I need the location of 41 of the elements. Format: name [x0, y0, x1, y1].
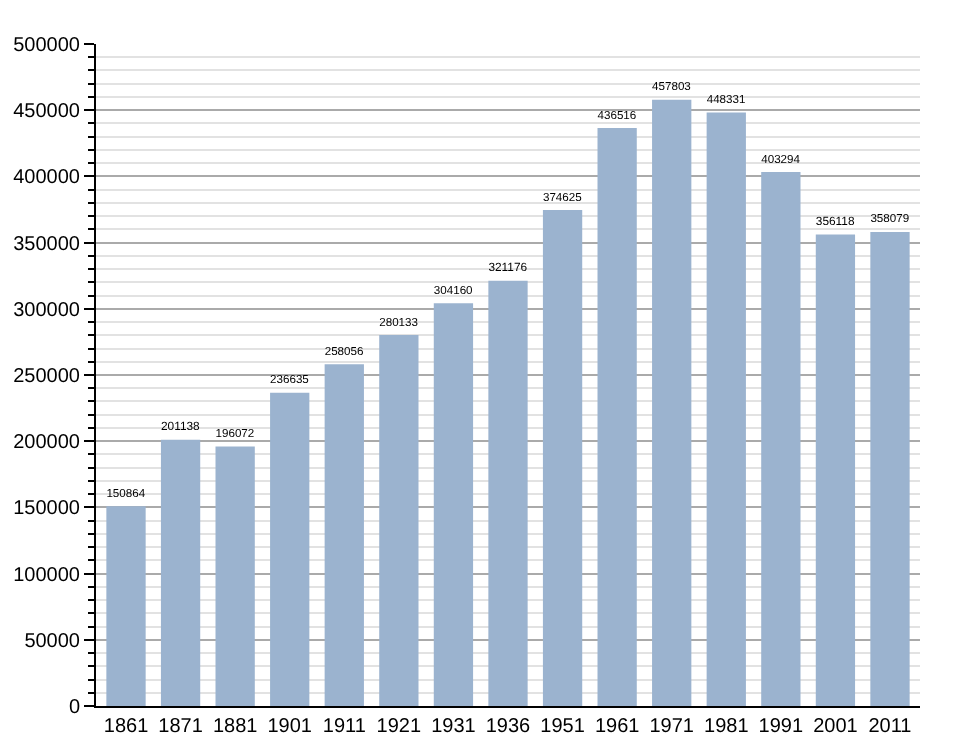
- y-tick-label: 400000: [13, 167, 81, 190]
- bar: [597, 128, 637, 706]
- bar: [542, 210, 583, 706]
- x-tick-label: 1931: [431, 716, 477, 738]
- x-tick-label: 1871: [158, 716, 204, 738]
- y-tick-label: 250000: [13, 366, 81, 388]
- x-tick-label: 1881: [212, 716, 259, 738]
- x-tick-label: 1861: [103, 716, 150, 738]
- x-tick-label: 1971: [649, 716, 695, 738]
- bar: [160, 439, 201, 706]
- y-tick-label: 0: [68, 697, 81, 719]
- x-tick-label: 1921: [376, 716, 422, 738]
- x-tick-label: 1991: [758, 716, 804, 738]
- x-tick-label: 1901: [267, 716, 313, 738]
- bar: [706, 112, 746, 706]
- x-tick-label: 2001: [813, 716, 859, 738]
- y-tick-label: 100000: [13, 564, 81, 587]
- bar: [379, 335, 419, 706]
- y-tick-label: 350000: [13, 233, 81, 256]
- y-tick-label: 150000: [13, 498, 81, 521]
- bar: [215, 446, 255, 706]
- bar: [270, 392, 310, 706]
- bar: [652, 99, 692, 706]
- x-tick-label: 1961: [594, 716, 641, 738]
- bar: [433, 303, 474, 706]
- y-tick-label: 50000: [24, 630, 81, 653]
- x-tick-label: 2011: [868, 716, 913, 738]
- y-tick-label: 500000: [13, 35, 81, 57]
- bar: [106, 506, 146, 706]
- bar: [870, 231, 910, 706]
- x-tick-label: 1936: [485, 716, 532, 738]
- bar: [324, 364, 364, 706]
- bar: [488, 280, 528, 706]
- x-tick-label: 1911: [322, 716, 367, 738]
- bar: [761, 172, 801, 706]
- x-tick-label: 1981: [704, 716, 750, 738]
- y-tick-label: 200000: [13, 432, 81, 455]
- bar: [815, 234, 856, 706]
- y-tick-label: 450000: [13, 101, 81, 124]
- y-tick-label: 300000: [13, 299, 81, 322]
- x-tick-label: 1951: [540, 716, 586, 738]
